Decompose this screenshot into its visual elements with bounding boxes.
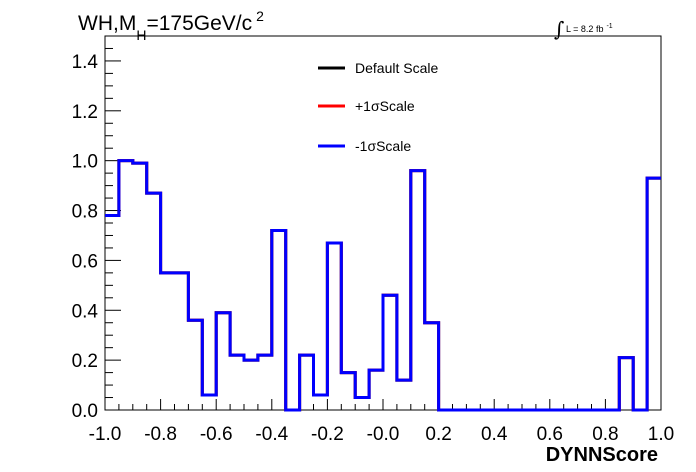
lumi-text: L = 8.2 fb	[566, 24, 603, 34]
y-tick-label: 0.2	[72, 351, 98, 372]
legend: Default Scale +1σScale -1σScale	[318, 60, 438, 154]
lumi-integral: ∫	[554, 17, 564, 41]
lumi-label: L = 8.2 fb -1	[566, 23, 613, 34]
y-tick-label: 0.8	[72, 202, 98, 223]
title-main: =175GeV/c	[146, 12, 252, 35]
y-axis: 0.0 0.2 0.4 0.6 0.8 1.0 1.2 1.4	[72, 35, 121, 422]
y-tick-label: 0.6	[72, 251, 98, 272]
y-tick-label: 0.4	[72, 301, 99, 322]
x-tick-label: -0.0	[367, 424, 400, 445]
legend-label-2: -1σScale	[355, 138, 411, 154]
y-tick-label: 1.2	[72, 102, 98, 123]
x-axis: -1.0 -0.8 -0.6 -0.4 -0.2 -0.0 0.2 0.4 0.6 0.8 1.0	[89, 399, 674, 445]
lumi-superscript: -1	[606, 23, 612, 30]
y-tick-label: 0.0	[72, 401, 98, 422]
x-tick-label: -0.4	[255, 424, 288, 445]
x-tick-label: -1.0	[89, 424, 122, 445]
x-tick-label: 0.4	[481, 424, 508, 445]
x-tick-label: 1.0	[648, 424, 674, 445]
series-group	[105, 159, 661, 412]
y-tick-label: 1.0	[72, 152, 98, 173]
x-tick-label: -0.8	[144, 424, 177, 445]
x-tick-label: 0.2	[425, 424, 451, 445]
legend-label-1: +1σScale	[355, 98, 415, 114]
x-tick-label: 0.8	[592, 424, 618, 445]
x-tick-label: -0.2	[311, 424, 344, 445]
series-line-2	[105, 159, 661, 412]
chart-title: WH,MH=175GeV/c 2	[78, 8, 264, 43]
title-subscript: H	[136, 27, 146, 43]
x-axis-title: DYNNScore	[546, 444, 658, 466]
title-superscript: 2	[256, 8, 264, 24]
y-tick-label: 1.4	[72, 52, 99, 73]
legend-label-0: Default Scale	[355, 60, 438, 76]
x-tick-label: 0.6	[537, 424, 563, 445]
title-prefix: WH,M	[78, 12, 136, 35]
x-tick-label: -0.6	[200, 424, 233, 445]
